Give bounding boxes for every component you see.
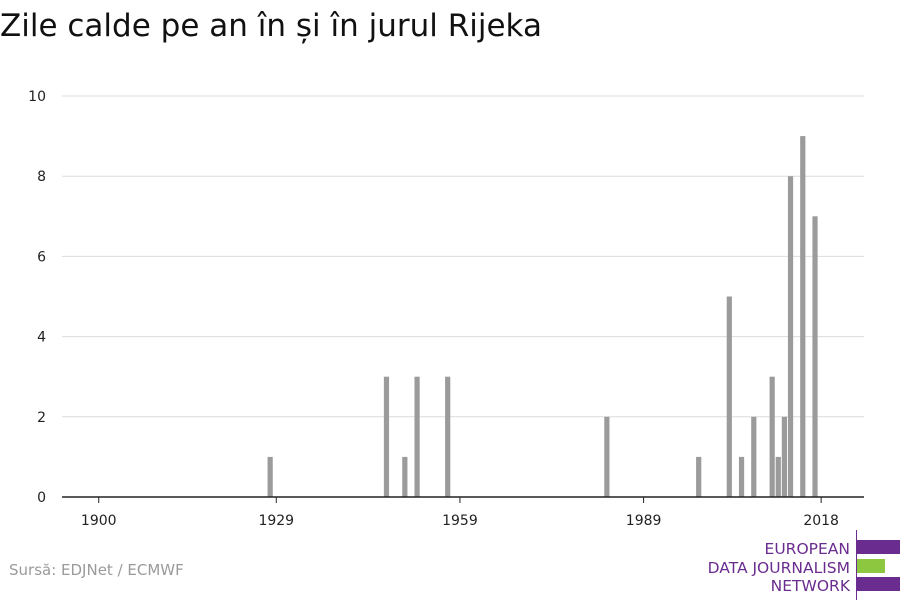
edjnet-logo: EUROPEAN DATA JOURNALISM NETWORK bbox=[700, 530, 900, 600]
logo-bar-bottom bbox=[857, 577, 900, 591]
y-tick-label: 10 bbox=[28, 89, 46, 105]
bar bbox=[769, 376, 775, 497]
logo-text-network: NETWORK bbox=[770, 577, 850, 595]
bar bbox=[696, 456, 702, 497]
x-tick-label: 1989 bbox=[626, 513, 662, 529]
bar bbox=[781, 416, 788, 497]
logo-bar-top bbox=[857, 540, 900, 554]
logo-text-data-journalism: DATA JOURNALISM bbox=[707, 559, 850, 577]
bar bbox=[812, 216, 818, 498]
chart-title: Zile calde pe an în și în jurul Rijeka bbox=[0, 8, 542, 44]
bar bbox=[738, 456, 745, 497]
y-tick-label: 0 bbox=[37, 490, 46, 506]
bar bbox=[267, 456, 273, 497]
bar bbox=[800, 136, 806, 497]
x-tick-label: 1959 bbox=[442, 513, 478, 529]
bar bbox=[383, 376, 390, 497]
source-note: Sursă: EDJNet / ECMWF bbox=[9, 561, 184, 579]
x-tick-label: 1929 bbox=[258, 513, 294, 529]
x-tick-labels: 1900 1929 1959 1989 2018 bbox=[81, 513, 839, 529]
x-tick-label: 2018 bbox=[803, 513, 839, 529]
logo-bar-middle bbox=[857, 559, 885, 573]
bar bbox=[751, 416, 757, 497]
y-tick-label: 2 bbox=[37, 410, 46, 426]
bar bbox=[775, 456, 781, 497]
y-tick-label: 8 bbox=[37, 169, 46, 185]
bar bbox=[787, 176, 794, 497]
bar bbox=[402, 456, 408, 497]
bar bbox=[445, 376, 451, 497]
axes bbox=[62, 496, 864, 503]
logo-text-european: EUROPEAN bbox=[764, 540, 850, 558]
y-tick-label: 4 bbox=[37, 330, 46, 346]
gridlines bbox=[62, 95, 864, 418]
bar bbox=[726, 296, 732, 497]
bar bbox=[414, 376, 420, 497]
bar bbox=[604, 416, 610, 497]
y-tick-labels: 0 2 4 6 8 10 bbox=[28, 89, 46, 506]
y-tick-label: 6 bbox=[37, 249, 46, 265]
x-tick-label: 1900 bbox=[81, 513, 117, 529]
bars bbox=[267, 136, 818, 498]
logo-divider bbox=[856, 530, 857, 600]
